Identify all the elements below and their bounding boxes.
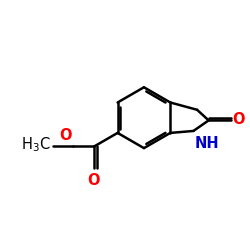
- Text: O: O: [232, 112, 245, 127]
- Text: O: O: [60, 128, 72, 144]
- Text: O: O: [87, 172, 100, 188]
- Text: H$_3$C: H$_3$C: [21, 135, 50, 154]
- Text: NH: NH: [195, 136, 219, 151]
